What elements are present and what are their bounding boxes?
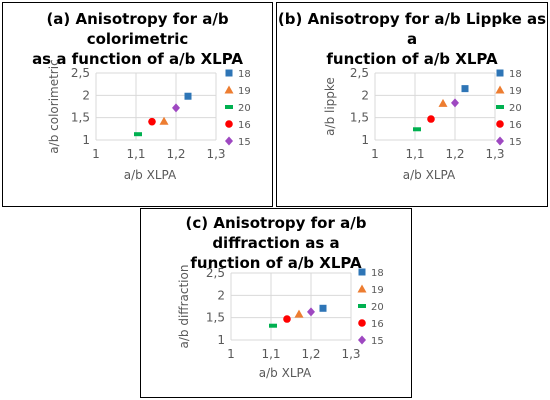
- data-point-c-18: [319, 304, 327, 312]
- legend-marker-c-15: [358, 335, 366, 345]
- y-tick-label-c: 2,5: [206, 266, 225, 280]
- y-tick-label-b: 2: [361, 88, 369, 102]
- legend-label-a-19: 19: [238, 86, 251, 97]
- chart-title-b-line1: (b) Anisotropy for a/b Lippke as a: [277, 10, 547, 48]
- chart-title-c-line1: (c) Anisotropy for a/b diffraction as a: [185, 214, 367, 252]
- x-tick-label-a: 1,3: [206, 147, 225, 161]
- legend-label-b-18: 18: [509, 69, 522, 80]
- y-axis-label-c: a/b diffraction: [177, 265, 191, 349]
- y-tick-label-c: 2: [217, 288, 225, 302]
- legend-label-c-16: 16: [371, 319, 384, 330]
- data-point-a-15: [172, 103, 180, 113]
- data-point-c-16: [283, 315, 291, 323]
- legend-marker-a-15: [225, 136, 233, 146]
- x-axis-label-b: a/b XLPA: [403, 168, 456, 182]
- chart-title-b: (b) Anisotropy for a/b Lippke as a funct…: [277, 9, 547, 69]
- legend-marker-a-18: [225, 69, 233, 77]
- legend-marker-c-16: [358, 319, 366, 327]
- chart-title-b-line2: function of a/b XLPA: [326, 50, 498, 68]
- legend-label-c-20: 20: [371, 302, 384, 313]
- legend-marker-b-15: [496, 136, 504, 146]
- x-tick-label-b: 1: [371, 147, 379, 161]
- chart-title-c-line2: function of a/b XLPA: [190, 254, 362, 272]
- data-point-b-19: [438, 98, 448, 107]
- x-tick-label-a: 1,2: [166, 147, 185, 161]
- y-tick-label-b: 2,5: [350, 66, 369, 80]
- legend-label-b-16: 16: [509, 120, 522, 131]
- y-axis-label-b: a/b lippke: [323, 77, 337, 136]
- data-point-a-16: [148, 117, 156, 126]
- data-point-a-18: [184, 92, 192, 100]
- data-point-b-18: [461, 85, 469, 93]
- y-tick-label-c: 1,5: [206, 311, 225, 325]
- legend-label-a-18: 18: [238, 69, 251, 80]
- y-tick-label-c: 1: [217, 333, 225, 347]
- legend-marker-c-19: [357, 284, 367, 293]
- scatter-plot-c: 1 1,5 2 2,5 1 1,1 1,2 1,3 a/b XLPA a/b diffractio…: [177, 265, 384, 380]
- data-point-b-20: [413, 127, 421, 132]
- data-point-a-19: [159, 116, 169, 125]
- legend-marker-c-20: [358, 304, 366, 308]
- x-axis-label-c: a/b XLPA: [259, 366, 312, 380]
- y-tick-label-b: 1: [361, 133, 369, 147]
- legend-label-c-15: 15: [371, 336, 384, 347]
- x-tick-label-c: 1,1: [261, 347, 280, 361]
- x-axis-label-a: a/b XLPA: [124, 168, 177, 182]
- data-point-c-19: [294, 309, 304, 318]
- x-tick-label-b: 1,1: [405, 147, 424, 161]
- chart-panel-b: (b) Anisotropy for a/b Lippke as a funct…: [276, 2, 548, 207]
- chart-title-a: (a) Anisotropy for a/b colorimetric as a…: [3, 9, 272, 69]
- data-point-b-16: [427, 115, 435, 123]
- scatter-plot-b: 1 1,5 2 2,5 1 1,1 1,2 1,3 a/b XLPA a/b lippke 18 19…: [323, 66, 522, 182]
- x-tick-label-c: 1,2: [301, 347, 320, 361]
- legend-marker-b-20: [496, 105, 504, 109]
- data-point-c-20: [269, 323, 277, 328]
- chart-title-c: (c) Anisotropy for a/b diffraction as a …: [141, 213, 411, 273]
- y-tick-label-a: 2: [82, 88, 90, 102]
- legend-marker-c-18: [358, 268, 366, 276]
- y-tick-label-a: 1,5: [71, 111, 90, 125]
- legend-label-b-15: 15: [509, 137, 522, 148]
- legend-marker-b-16: [496, 120, 504, 128]
- chart-title-a-line2: as a function of a/b XLPA: [32, 50, 243, 68]
- legend-marker-b-19: [495, 85, 505, 94]
- legend-label-a-20: 20: [238, 103, 251, 114]
- legend-marker-a-20: [225, 105, 233, 109]
- legend-marker-a-16: [225, 120, 233, 128]
- x-tick-label-b: 1,2: [445, 147, 464, 161]
- legend-label-b-20: 20: [509, 103, 522, 114]
- scatter-plot-a: 1 1,5 2 2,5 1 1,1 1,2 1,3 a/b XLPA a/b colorimetr…: [47, 59, 251, 182]
- legend-label-c-18: 18: [371, 268, 384, 279]
- data-point-b-15: [451, 98, 459, 108]
- chart-title-a-line1: (a) Anisotropy for a/b colorimetric: [46, 10, 229, 48]
- y-tick-label-a: 1: [82, 133, 90, 147]
- legend-marker-b-18: [496, 69, 504, 77]
- data-point-c-15: [307, 307, 315, 317]
- chart-panel-a: (a) Anisotropy for a/b colorimetric as a…: [2, 2, 273, 207]
- legend-label-b-19: 19: [509, 86, 522, 97]
- x-tick-label-a: 1,1: [126, 147, 145, 161]
- legend-label-a-16: 16: [238, 120, 251, 131]
- chart-panel-c: (c) Anisotropy for a/b diffraction as a …: [140, 208, 412, 398]
- x-tick-label-b: 1,3: [485, 147, 504, 161]
- x-tick-label-a: 1: [92, 147, 100, 161]
- y-tick-label-b: 1,5: [350, 111, 369, 125]
- x-tick-label-c: 1: [227, 347, 235, 361]
- data-point-a-20: [134, 132, 142, 137]
- legend-label-c-19: 19: [371, 285, 384, 296]
- x-tick-label-c: 1,3: [341, 347, 360, 361]
- y-axis-label-a: a/b colorimetric: [47, 59, 61, 153]
- legend-marker-a-19: [224, 85, 234, 94]
- y-tick-label-a: 2,5: [71, 66, 90, 80]
- legend-label-a-15: 15: [238, 137, 251, 148]
